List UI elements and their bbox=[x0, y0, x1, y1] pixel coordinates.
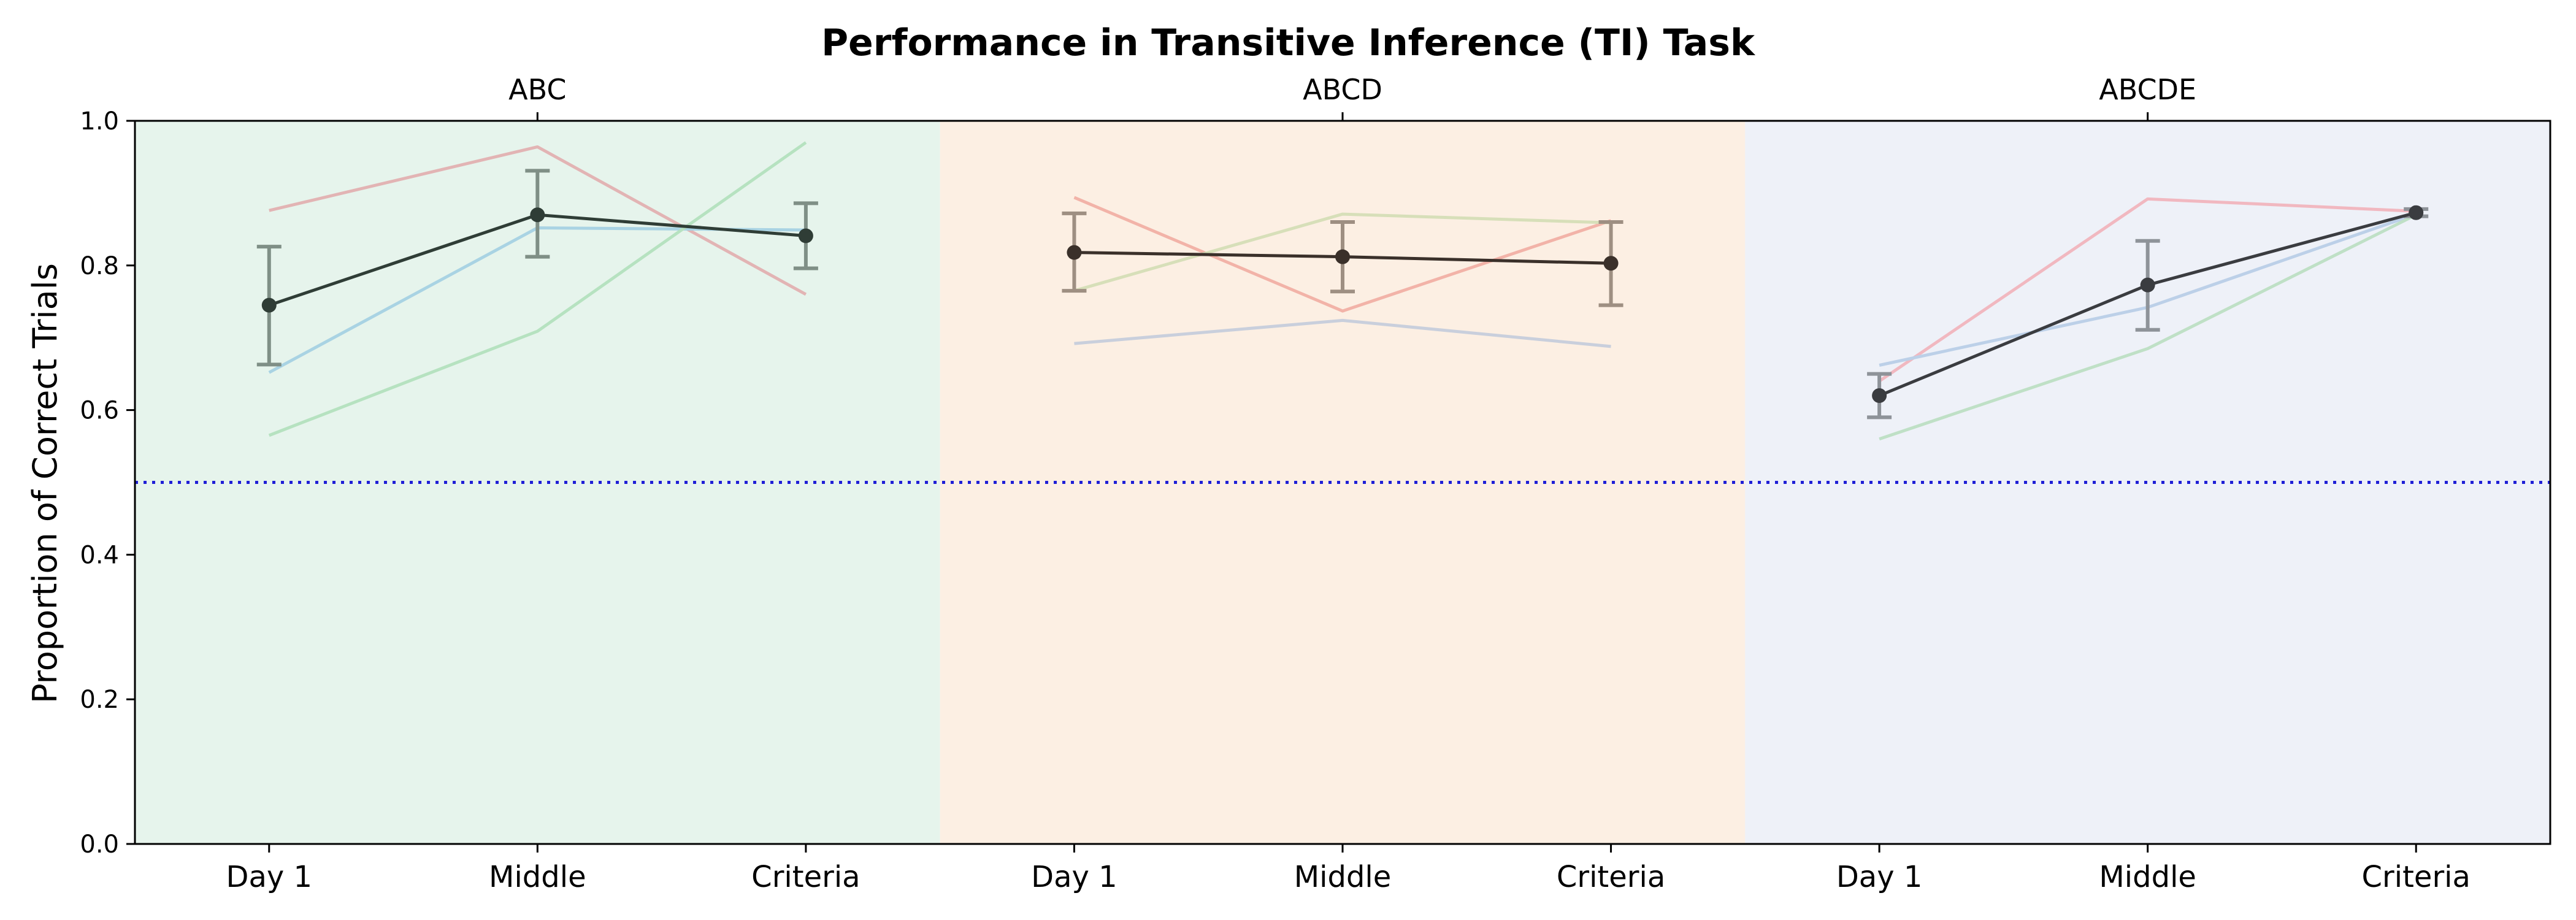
mean-point-abcd-3 bbox=[1603, 256, 1619, 271]
mean-series-layer bbox=[261, 205, 2424, 404]
axes-layer: Day 1 Middle Criteria ABC Day 1 Middle Criteri… bbox=[80, 73, 2551, 894]
panel-label-abcde: ABCDE bbox=[2099, 73, 2196, 106]
subject-line-abc-3 bbox=[268, 141, 807, 437]
subject-line-abcd-3 bbox=[1074, 318, 1611, 348]
y-axis-label: Proportion of Correct Trials bbox=[26, 263, 64, 703]
mean-point-abcde-2 bbox=[2140, 277, 2155, 293]
mean-point-abcd-1 bbox=[1067, 245, 1082, 260]
x-tick-label: Criteria bbox=[1557, 860, 1665, 894]
panel-label-abcd: ABCD bbox=[1303, 73, 1382, 106]
x-tick-label: Middle bbox=[1294, 860, 1392, 894]
x-tick-label: Middle bbox=[2099, 860, 2196, 894]
y-tick-label: 0.0 bbox=[80, 830, 119, 859]
mean-point-abcd-2 bbox=[1335, 249, 1350, 264]
subject-line-abc-1 bbox=[269, 145, 807, 296]
subject-line-abcd-1 bbox=[1073, 196, 1612, 313]
x-tick-label: Day 1 bbox=[226, 860, 312, 894]
subject-line-abcde-1 bbox=[1878, 197, 2417, 383]
y-tick-label: 0.4 bbox=[80, 541, 119, 569]
x-tick-label: Middle bbox=[489, 860, 586, 894]
mean-point-abc-3 bbox=[798, 228, 813, 243]
mean-point-abc-1 bbox=[261, 297, 277, 313]
mean-point-abc-2 bbox=[530, 207, 545, 223]
panel-label-abc: ABC bbox=[508, 73, 566, 106]
subject-line-abcde-3 bbox=[1879, 213, 2417, 441]
y-tick-label: 1.0 bbox=[80, 107, 119, 136]
mean-point-abcde-1 bbox=[1872, 388, 1887, 404]
chart-title: Performance in Transitive Inference (TI)… bbox=[821, 21, 1756, 64]
x-tick-label: Criteria bbox=[2362, 860, 2471, 894]
x-tick-label: Day 1 bbox=[1836, 860, 1923, 894]
x-tick-label: Day 1 bbox=[1031, 860, 1117, 894]
plot-frame bbox=[134, 120, 2551, 845]
y-tick-label: 0.2 bbox=[80, 686, 119, 714]
y-tick-label: 0.6 bbox=[80, 397, 119, 425]
subject-line-abcd-2 bbox=[1073, 212, 1611, 293]
y-tick-label: 0.8 bbox=[80, 252, 119, 280]
mean-point-abcde-3 bbox=[2409, 205, 2424, 220]
x-tick-label: Criteria bbox=[751, 860, 860, 894]
